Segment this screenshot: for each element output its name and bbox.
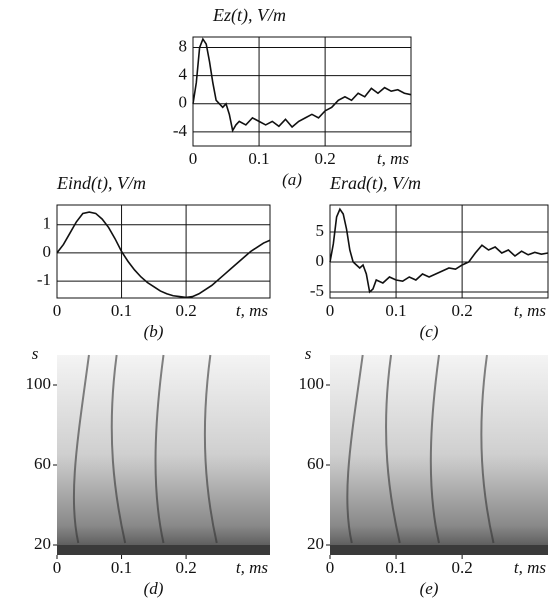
data-line xyxy=(56,211,271,299)
x-axis-label: t, ms xyxy=(514,558,547,577)
x-tick-label: 0.2 xyxy=(175,301,196,320)
x-tick-label: 0 xyxy=(326,301,335,320)
y-tick-label: 1 xyxy=(43,214,52,233)
x-tick-label: 0.1 xyxy=(111,558,132,577)
ridge xyxy=(154,354,165,544)
chart-title: Eind(t), V/m xyxy=(56,173,146,194)
plot-frame xyxy=(329,204,549,299)
x-axis-label: t, ms xyxy=(377,149,410,168)
x-tick-label: 0 xyxy=(53,558,62,577)
ridge xyxy=(346,354,364,544)
x-tick-label: 0.2 xyxy=(451,558,472,577)
heatmap-floor xyxy=(330,545,548,555)
x-axis-label: t, ms xyxy=(514,301,547,320)
x-tick-label: 0.1 xyxy=(248,149,269,168)
y-tick-label: -4 xyxy=(173,121,188,140)
y-tick-label: 0 xyxy=(43,242,52,261)
y-tick-label: 60 xyxy=(34,454,51,473)
panel-caption: (e) xyxy=(420,579,439,598)
x-tick-label: 0 xyxy=(189,149,198,168)
x-tick-label: 0.1 xyxy=(385,558,406,577)
x-tick-label: 0.2 xyxy=(451,301,472,320)
x-axis-label: t, ms xyxy=(236,558,269,577)
panel-caption: (b) xyxy=(144,322,164,341)
panel-caption: (d) xyxy=(144,579,164,598)
ridge xyxy=(480,354,495,544)
x-tick-label: 0 xyxy=(53,301,62,320)
y-tick-label: 0 xyxy=(316,251,325,270)
heatmap-image xyxy=(57,355,270,555)
heatmap-floor xyxy=(57,545,270,555)
data-line xyxy=(192,37,412,133)
y-tick-label: 20 xyxy=(307,534,324,553)
y-tick-label: 20 xyxy=(34,534,51,553)
plot-frame xyxy=(56,204,271,299)
y-tick-label: 4 xyxy=(179,65,188,84)
ridge xyxy=(110,354,127,544)
y-tick-label: 5 xyxy=(316,221,325,240)
data-line xyxy=(329,207,549,294)
y-tick-label: 100 xyxy=(26,374,52,393)
y-axis-label: s xyxy=(305,344,312,363)
x-axis-label: t, ms xyxy=(236,301,269,320)
heatmap-image xyxy=(330,355,548,555)
y-axis-label: s xyxy=(32,344,39,363)
y-tick-label: 8 xyxy=(179,36,188,55)
x-tick-label: 0.1 xyxy=(385,301,406,320)
y-tick-label: 60 xyxy=(307,454,324,473)
y-tick-label: 0 xyxy=(179,93,188,112)
x-tick-label: 0 xyxy=(326,558,335,577)
ridge xyxy=(72,354,90,544)
x-tick-label: 0.1 xyxy=(111,301,132,320)
y-tick-label: 100 xyxy=(299,374,325,393)
ridge xyxy=(385,354,401,544)
x-tick-label: 0.2 xyxy=(314,149,335,168)
chart-title: Ez(t), V/m xyxy=(212,5,286,26)
ridge xyxy=(203,354,218,544)
chart-title: Erad(t), V/m xyxy=(329,173,421,194)
panel-caption: (a) xyxy=(282,170,302,189)
plot-frame xyxy=(192,36,412,147)
panel-caption: (c) xyxy=(420,322,439,341)
ridge xyxy=(429,354,440,544)
x-tick-label: 0.2 xyxy=(175,558,196,577)
y-tick-label: -1 xyxy=(37,270,51,289)
y-tick-label: -5 xyxy=(310,281,324,300)
